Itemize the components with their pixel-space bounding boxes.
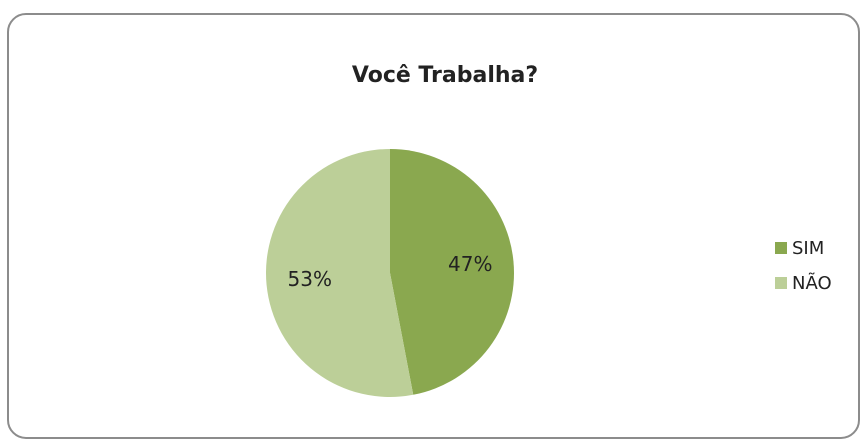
pie-slice (390, 149, 515, 395)
data-label: 53% (288, 267, 332, 291)
data-label: 47% (448, 252, 492, 276)
legend-label: NÃO (792, 272, 832, 294)
pie-slice (266, 149, 414, 397)
legend-swatch (775, 242, 787, 254)
chart-title: Você Trabalha? (352, 63, 538, 88)
legend-label: SIM (792, 238, 824, 259)
legend-swatch (775, 277, 787, 289)
